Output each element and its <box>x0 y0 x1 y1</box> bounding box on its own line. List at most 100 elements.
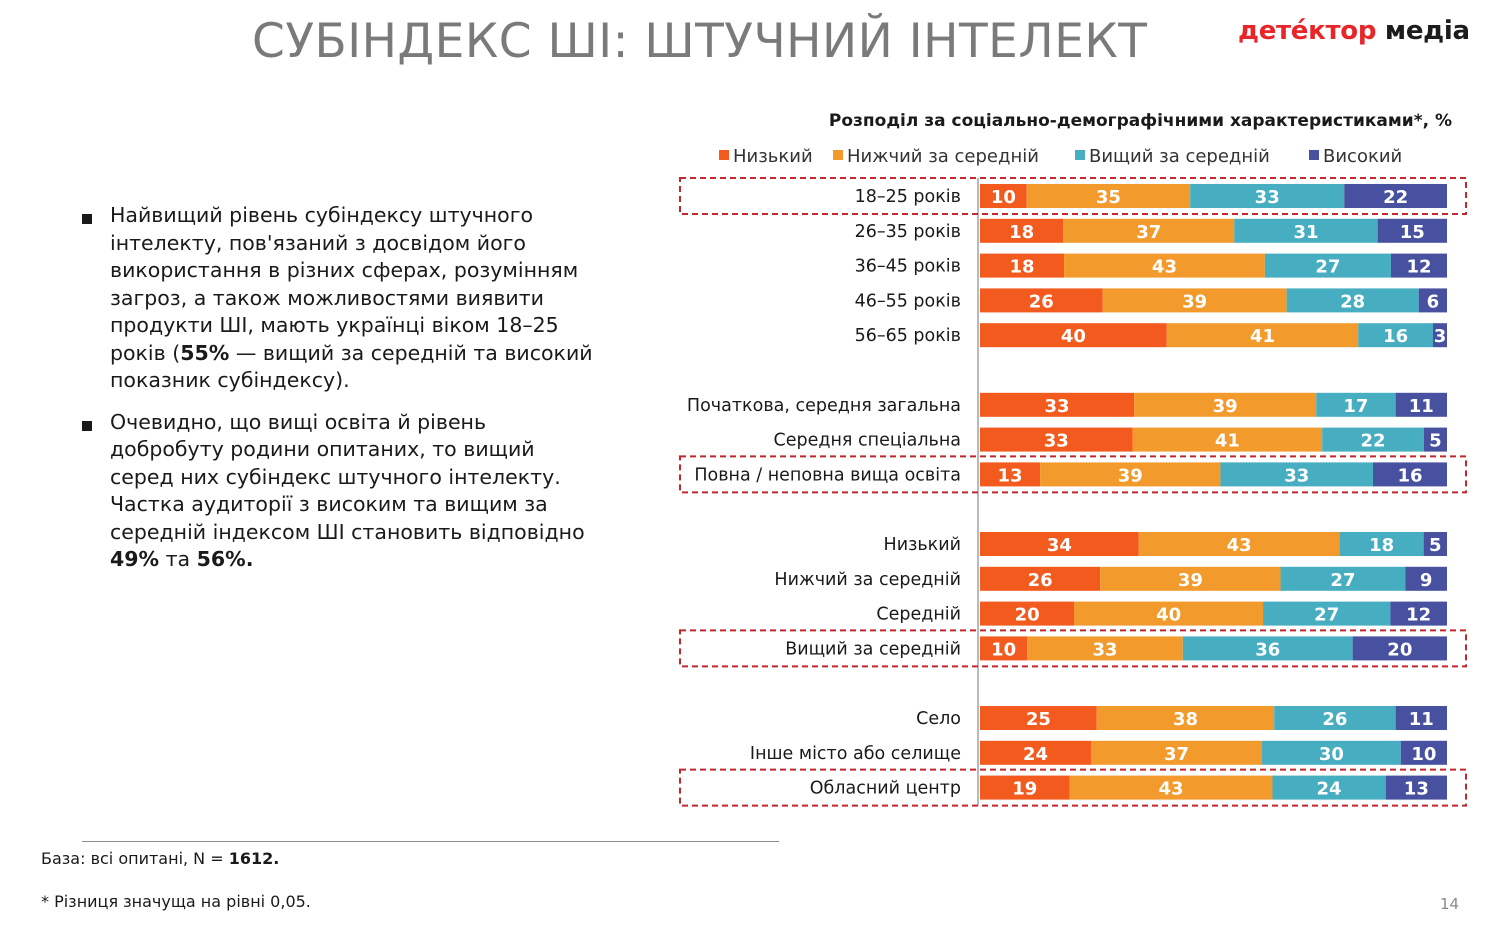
bar-segment <box>1026 184 1191 208</box>
data-label: 20 <box>1387 639 1412 660</box>
legend-label: Низький <box>733 146 813 167</box>
data-label: 39 <box>1118 465 1143 486</box>
data-label: 33 <box>1284 465 1309 486</box>
bar-segment <box>980 253 1065 278</box>
bar-segment <box>1090 740 1263 765</box>
bar-segment <box>1339 532 1424 556</box>
bar-segment <box>1074 601 1264 626</box>
data-label: 43 <box>1159 779 1184 800</box>
data-label: 13 <box>998 465 1023 486</box>
bar-segment <box>1100 566 1281 591</box>
data-label: 39 <box>1178 570 1203 591</box>
bar-segment <box>1280 566 1406 591</box>
finding-highlight: 49% <box>110 547 160 571</box>
bar-segment <box>980 775 1070 800</box>
bar-segment <box>1027 636 1183 661</box>
base-note: База: всі опитані, N = 1612. <box>41 849 279 868</box>
bar-segment <box>980 427 1133 452</box>
data-label: 20 <box>1015 605 1040 626</box>
category-label: 36–45 років <box>855 257 961 277</box>
bar-segment <box>1132 427 1323 452</box>
data-label: 34 <box>1047 535 1072 556</box>
significance-note: * Різниця значуща на рівні 0,05. <box>41 892 311 911</box>
finding-text-part: Найвищий рівень субіндексу штучного інте… <box>110 203 579 365</box>
category-label: Село <box>916 709 961 729</box>
bar-segment <box>1344 184 1447 208</box>
highlight-frame <box>679 455 1467 494</box>
data-label: 22 <box>1360 431 1385 452</box>
data-label: 38 <box>1173 709 1198 730</box>
data-label: 31 <box>1293 222 1318 243</box>
data-label: 33 <box>1255 187 1280 208</box>
data-label: 11 <box>1409 709 1434 730</box>
category-label: Обласний центр <box>810 779 961 799</box>
data-label: 13 <box>1404 779 1429 800</box>
bar-segment <box>1358 323 1433 348</box>
bar-segment <box>980 462 1041 487</box>
bar-segment <box>1040 462 1221 487</box>
highlight-frame <box>679 629 1467 668</box>
data-label: 18 <box>1009 222 1034 243</box>
bar-segment <box>1316 392 1396 417</box>
category-label: Середня спеціальна <box>774 431 961 451</box>
data-label: 24 <box>1317 779 1342 800</box>
data-label: 40 <box>1061 326 1086 347</box>
data-label: 12 <box>1406 257 1431 278</box>
bar-segment <box>1262 740 1401 765</box>
data-label: 17 <box>1343 396 1368 417</box>
legend-swatch <box>833 150 843 160</box>
data-label: 5 <box>1429 535 1442 556</box>
data-label: 28 <box>1340 291 1365 312</box>
finding-text-part: — вищий за середній та високий показник … <box>110 340 593 393</box>
bar-segment <box>1134 392 1317 417</box>
finding-highlight: 56%. <box>196 547 254 571</box>
legend-swatch <box>1075 150 1085 160</box>
logo-part-1: детéктор <box>1238 16 1377 46</box>
bar-segment <box>980 288 1103 313</box>
finding-item: Очевидно, що вищі освіта й рівень доброб… <box>80 409 600 574</box>
data-label: 18 <box>1009 257 1034 278</box>
data-label: 10 <box>991 187 1016 208</box>
bar-segment <box>1138 532 1340 556</box>
data-label: 15 <box>1400 222 1425 243</box>
square-bullet-icon <box>82 420 92 431</box>
logo-part-2: медіа <box>1384 16 1470 46</box>
category-label: 46–55 років <box>855 291 961 311</box>
category-label: Вищий за середній <box>785 639 961 659</box>
category-label: Початкова, середня загальна <box>687 396 961 416</box>
bar-segment <box>980 601 1075 626</box>
bar-segment <box>980 323 1167 348</box>
data-label: 5 <box>1429 431 1442 452</box>
bar-segment <box>1390 253 1447 278</box>
data-label: 22 <box>1383 187 1408 208</box>
highlight-frame <box>679 768 1467 807</box>
data-label: 26 <box>1322 709 1347 730</box>
findings-list: Найвищий рівень субіндексу штучного інте… <box>80 202 600 588</box>
footer-divider <box>82 841 779 842</box>
data-label: 33 <box>1092 639 1117 660</box>
finding-text-part: та <box>159 547 197 571</box>
bar-segment <box>1395 706 1447 730</box>
bar-segment <box>980 392 1135 417</box>
data-label: 11 <box>1409 396 1434 417</box>
data-label: 25 <box>1026 709 1051 730</box>
legend-swatch <box>1309 150 1319 160</box>
data-label: 24 <box>1023 744 1048 765</box>
data-label: 16 <box>1397 465 1422 486</box>
data-label: 39 <box>1182 291 1207 312</box>
bar-segment <box>980 566 1101 591</box>
finding-item: Найвищий рівень субіндексу штучного інте… <box>80 202 600 395</box>
page-number: 14 <box>1440 895 1460 913</box>
bar-segment <box>1220 462 1374 487</box>
data-label: 37 <box>1136 222 1161 243</box>
bar-segment <box>1063 218 1235 243</box>
data-label: 26 <box>1029 291 1054 312</box>
bar-segment <box>1069 775 1273 800</box>
data-label: 26 <box>1028 570 1053 591</box>
bar-segment <box>1166 323 1359 348</box>
data-label: 6 <box>1427 291 1440 312</box>
brand-logo: детéктор медіа <box>1238 16 1470 46</box>
bar-segment <box>1432 323 1447 348</box>
data-label: 33 <box>1044 431 1069 452</box>
bar-segment <box>1395 392 1447 417</box>
